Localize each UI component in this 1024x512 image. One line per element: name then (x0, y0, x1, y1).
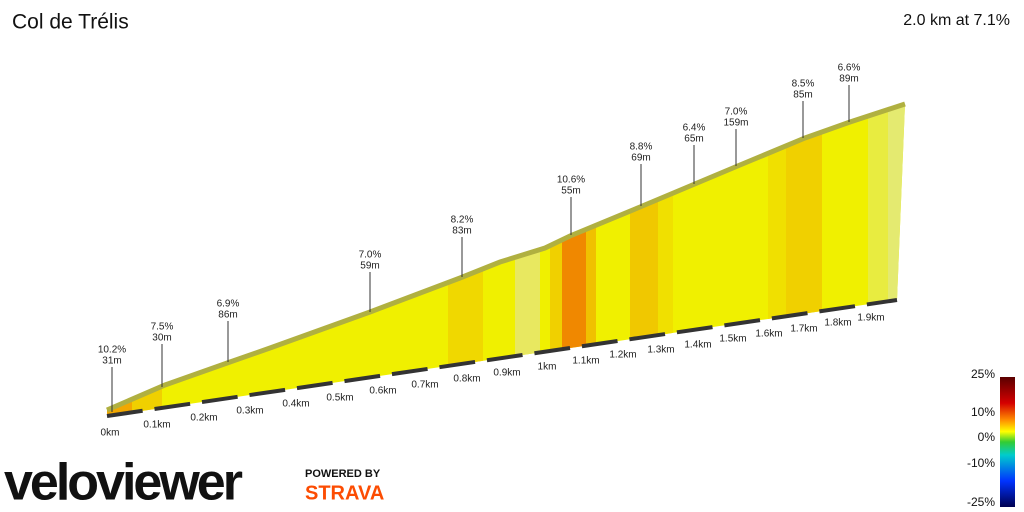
distance-label: 1.9km (857, 313, 884, 324)
annotation-grade: 8.5% (792, 79, 815, 90)
annotation-length: 86m (218, 310, 237, 321)
strava: STRAVA (305, 482, 384, 504)
annotation-grade: 8.2% (451, 215, 474, 226)
annotation-grade: 7.0% (725, 107, 748, 118)
annotation-length: 159m (723, 118, 748, 129)
distance-label: 0.1km (143, 420, 170, 431)
distance-label: 1.8km (824, 318, 851, 329)
distance-label: 0.4km (282, 399, 309, 410)
distance-label: 1.7km (790, 324, 817, 335)
distance-label: 1.1km (572, 356, 599, 367)
annotation-length: 30m (152, 333, 171, 344)
annotation-grade: 6.4% (683, 123, 706, 134)
distance-label: 0.5km (326, 393, 353, 404)
distance-label: 1.6km (755, 329, 782, 340)
legend-tick-label: 25% (971, 367, 995, 381)
annotation-length: 69m (631, 153, 650, 164)
annotation-grade: 10.6% (557, 175, 585, 186)
distance-label: 0.6km (369, 386, 396, 397)
annotation-grade: 6.6% (838, 63, 861, 74)
distance-label: 0.7km (411, 380, 438, 391)
annotation-grade: 7.0% (359, 250, 382, 261)
distance-label: 1km (538, 362, 557, 373)
annotation-grade: 6.9% (217, 299, 240, 310)
logo: veloviewer (4, 454, 243, 512)
profile-rim (106, 101, 906, 413)
distance-label: 0.9km (493, 368, 520, 379)
annotation-length: 55m (561, 186, 580, 197)
distance-labels: 0km 0.1km 0.2km 0.3km 0.4km 0.5km 0.6km 0.7km 0.… (101, 313, 885, 439)
annotation-length: 89m (839, 74, 858, 85)
distance-label: 0km (101, 428, 120, 439)
annotations: 10.2%31m7.5%30m6.9%86m7.0%59m8.2%83m10.6… (98, 63, 861, 412)
annotation-length: 59m (360, 261, 379, 272)
distance-label: 0.2km (190, 413, 217, 424)
annotation-length: 65m (684, 134, 703, 145)
distance-label: 1.4km (684, 340, 711, 351)
distance-label: 0.3km (236, 406, 263, 417)
distance-label: 0.8km (453, 374, 480, 385)
title: Col de Trélis (12, 11, 129, 34)
annotation-length: 83m (452, 226, 471, 237)
distance-axis (106, 298, 898, 418)
annotation-length: 31m (102, 356, 121, 367)
legend-tick-label: 0% (978, 430, 996, 444)
distance-label: 1.3km (647, 345, 674, 356)
distance-label: 1.5km (719, 334, 746, 345)
annotation-length: 85m (793, 90, 812, 101)
legend-scale (1000, 377, 1015, 507)
powered-by: POWERED BY (305, 468, 381, 480)
summary: 2.0 km at 7.1% (903, 12, 1010, 29)
annotation-grade: 7.5% (151, 322, 174, 333)
legend: 25% 10% 0% -10% -25% (967, 367, 995, 509)
legend-tick-label: -10% (967, 456, 995, 470)
legend-tick-label: 10% (971, 405, 995, 419)
distance-label: 1.2km (609, 350, 636, 361)
annotation-grade: 8.8% (630, 142, 653, 153)
legend-tick-label: -25% (967, 495, 995, 509)
annotation-grade: 10.2% (98, 345, 126, 356)
